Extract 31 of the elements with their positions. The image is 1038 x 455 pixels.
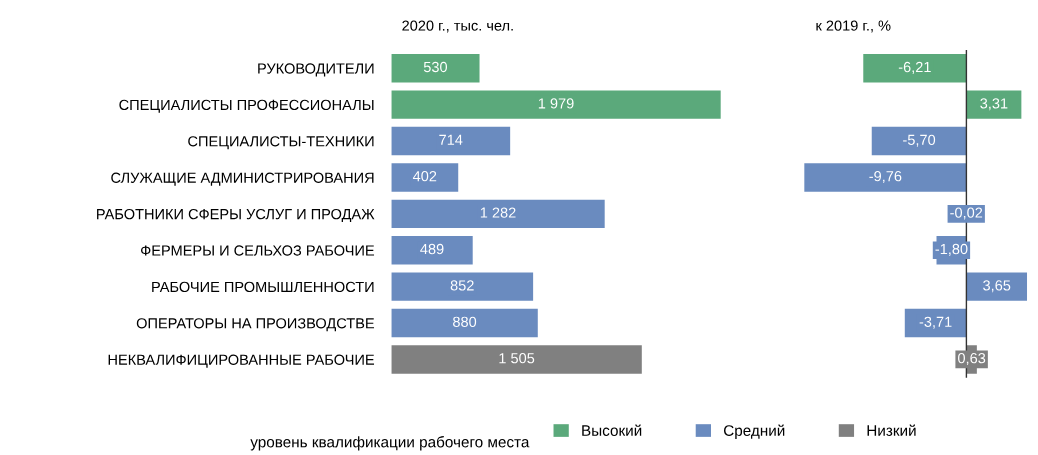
y-tick-label: РУКОВОДИТЕЛИ xyxy=(258,63,374,77)
data-label: 402 xyxy=(412,171,437,182)
data-label: 3,31 xyxy=(980,98,1008,111)
chart-title: 2020 г., тыс. чел. xyxy=(402,20,513,33)
y-tick-label: ФЕРМЕРЫ И СЕЛЬХОЗ РАБОЧИЕ xyxy=(141,245,375,256)
data-label: 489 xyxy=(420,243,444,255)
data-label: 3,65 xyxy=(983,280,1011,293)
legend-label: Низкий xyxy=(867,424,916,436)
data-label: 1 979 xyxy=(538,98,574,109)
legend-title: уровень квалификации рабочего места xyxy=(250,436,530,451)
y-tick-label: СПЕЦИАЛИСТЫ-ТЕХНИКИ xyxy=(188,136,374,150)
data-label: 852 xyxy=(450,280,474,291)
data-label: 714 xyxy=(439,134,463,145)
data-label: -3,71 xyxy=(919,316,952,329)
data-label: 880 xyxy=(453,316,477,327)
y-tick-label: РАБОЧИЕ ПРОМЫШЛЕННОСТИ xyxy=(152,281,374,293)
legend-label: Высокий xyxy=(582,424,642,436)
y-tick-label: СЛУЖАЩИЕ АДМИНИСТРИРОВАНИЯ xyxy=(111,172,374,186)
y-tick-label: СПЕЦИАЛИСТЫ ПРОФЕССИОНАЛЫ xyxy=(119,99,374,113)
data-label: -6,21 xyxy=(898,61,931,74)
data-label: 530 xyxy=(423,61,448,73)
legend-label: Средний xyxy=(723,424,785,439)
data-label: 1 505 xyxy=(499,353,535,364)
data-label: 1 282 xyxy=(480,207,516,218)
data-label: -0,02 xyxy=(950,207,983,220)
data-label: -5,70 xyxy=(903,134,936,147)
y-tick-label: ОПЕРАТОРЫ НА ПРОИЗВОДСТВЕ xyxy=(136,318,375,332)
chart-title: к 2019 г., % xyxy=(816,20,891,33)
data-label: -9,76 xyxy=(869,171,902,184)
y-tick-label: РАБОТНИКИ СФЕРЫ УСЛУГ И ПРОДАЖ xyxy=(97,208,375,223)
y-tick-label: НЕКВАЛИФИЦИРОВАННЫЕ РАБОЧИЕ xyxy=(108,354,375,368)
